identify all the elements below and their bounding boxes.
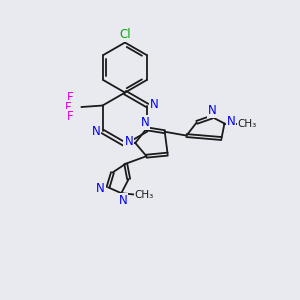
Text: N: N <box>118 194 127 207</box>
Text: N: N <box>96 182 105 195</box>
Text: N: N <box>208 104 217 117</box>
Text: N: N <box>141 116 149 129</box>
Text: N: N <box>149 98 158 111</box>
Text: N: N <box>124 135 133 148</box>
Text: F: F <box>67 110 74 123</box>
Text: Cl: Cl <box>119 28 131 41</box>
Text: F: F <box>65 100 71 113</box>
Text: CH₃: CH₃ <box>135 190 154 200</box>
Text: N: N <box>226 115 235 128</box>
Text: F: F <box>67 91 74 104</box>
Text: CH₃: CH₃ <box>238 118 257 128</box>
Text: N: N <box>92 125 100 138</box>
